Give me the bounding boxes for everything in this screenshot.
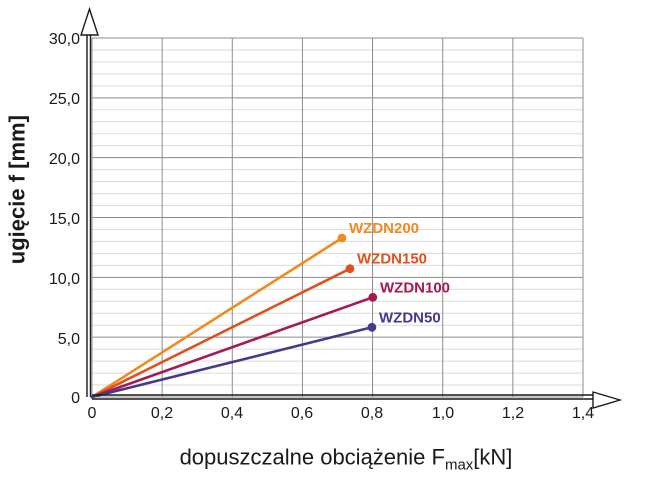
svg-text:10,0: 10,0	[49, 271, 80, 288]
svg-text:25,0: 25,0	[49, 91, 80, 108]
svg-text:ugięcie f [mm]: ugięcie f [mm]	[5, 115, 30, 264]
svg-text:5,0: 5,0	[58, 331, 80, 348]
svg-text:0: 0	[88, 405, 97, 422]
svg-text:0: 0	[71, 390, 80, 407]
svg-text:WZDN150: WZDN150	[357, 251, 427, 268]
svg-text:dopuszczalne obciążenie Fmax[k: dopuszczalne obciążenie Fmax[kN]	[180, 445, 513, 474]
svg-text:1,4: 1,4	[572, 405, 594, 422]
svg-text:0,6: 0,6	[291, 405, 313, 422]
svg-text:WZDN200: WZDN200	[349, 220, 419, 237]
svg-text:0,4: 0,4	[221, 405, 243, 422]
svg-text:20,0: 20,0	[49, 151, 80, 168]
svg-text:30,0: 30,0	[49, 31, 80, 48]
svg-text:WZDN100: WZDN100	[380, 279, 450, 296]
svg-text:WZDN50: WZDN50	[379, 309, 441, 326]
svg-text:0,8: 0,8	[361, 405, 383, 422]
svg-text:1,2: 1,2	[502, 405, 524, 422]
svg-text:15,0: 15,0	[49, 211, 80, 228]
svg-text:0,2: 0,2	[151, 405, 173, 422]
svg-text:1,0: 1,0	[432, 405, 454, 422]
